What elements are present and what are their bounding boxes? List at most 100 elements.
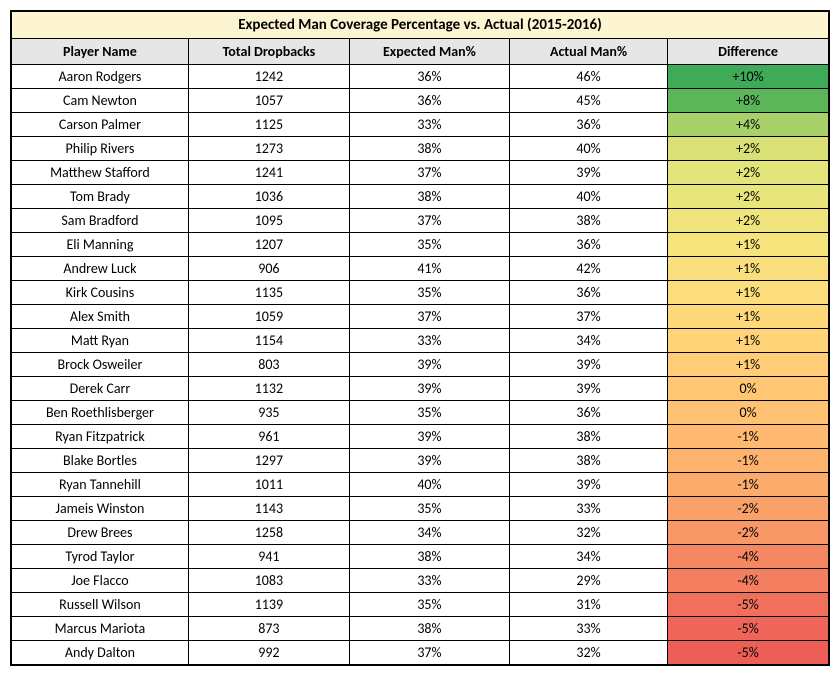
cell-dropbacks: 941 xyxy=(188,545,349,569)
coverage-table: Expected Man Coverage Percentage vs. Act… xyxy=(10,10,830,666)
header-row: Player Name Total Dropbacks Expected Man… xyxy=(11,39,829,65)
cell-expected: 36% xyxy=(349,65,509,89)
cell-difference: +8% xyxy=(668,89,829,113)
cell-actual: 29% xyxy=(509,569,667,593)
table-row: Cam Newton105736%45%+8% xyxy=(11,89,829,113)
cell-player: Sam Bradford xyxy=(11,209,188,233)
cell-actual: 39% xyxy=(509,353,667,377)
cell-expected: 37% xyxy=(349,641,509,666)
cell-difference: 0% xyxy=(668,401,829,425)
cell-dropbacks: 1059 xyxy=(188,305,349,329)
col-header-player: Player Name xyxy=(11,39,188,65)
cell-difference: +1% xyxy=(668,233,829,257)
cell-dropbacks: 1132 xyxy=(188,377,349,401)
cell-player: Eli Manning xyxy=(11,233,188,257)
table-row: Alex Smith105937%37%+1% xyxy=(11,305,829,329)
cell-player: Tom Brady xyxy=(11,185,188,209)
cell-expected: 40% xyxy=(349,473,509,497)
cell-dropbacks: 1125 xyxy=(188,113,349,137)
table-row: Russell Wilson113935%31%-5% xyxy=(11,593,829,617)
cell-actual: 39% xyxy=(509,473,667,497)
title-row: Expected Man Coverage Percentage vs. Act… xyxy=(11,11,829,39)
cell-dropbacks: 1083 xyxy=(188,569,349,593)
col-header-dropbacks: Total Dropbacks xyxy=(188,39,349,65)
cell-player: Andrew Luck xyxy=(11,257,188,281)
table-row: Tyrod Taylor94138%34%-4% xyxy=(11,545,829,569)
table-row: Joe Flacco108333%29%-4% xyxy=(11,569,829,593)
cell-player: Brock Osweiler xyxy=(11,353,188,377)
cell-expected: 38% xyxy=(349,137,509,161)
cell-expected: 37% xyxy=(349,209,509,233)
cell-dropbacks: 961 xyxy=(188,425,349,449)
table-row: Sam Bradford109537%38%+2% xyxy=(11,209,829,233)
cell-difference: -5% xyxy=(668,593,829,617)
cell-difference: +1% xyxy=(668,353,829,377)
cell-dropbacks: 935 xyxy=(188,401,349,425)
cell-difference: +10% xyxy=(668,65,829,89)
cell-expected: 39% xyxy=(349,425,509,449)
cell-player: Drew Brees xyxy=(11,521,188,545)
cell-dropbacks: 992 xyxy=(188,641,349,666)
cell-expected: 35% xyxy=(349,281,509,305)
table-row: Carson Palmer112533%36%+4% xyxy=(11,113,829,137)
cell-player: Aaron Rodgers xyxy=(11,65,188,89)
cell-player: Matt Ryan xyxy=(11,329,188,353)
table-row: Blake Bortles129739%38%-1% xyxy=(11,449,829,473)
cell-difference: -5% xyxy=(668,641,829,666)
cell-difference: +1% xyxy=(668,281,829,305)
cell-actual: 36% xyxy=(509,281,667,305)
table-row: Jameis Winston114335%33%-2% xyxy=(11,497,829,521)
table-row: Andy Dalton99237%32%-5% xyxy=(11,641,829,666)
cell-player: Jameis Winston xyxy=(11,497,188,521)
cell-dropbacks: 1143 xyxy=(188,497,349,521)
cell-player: Marcus Mariota xyxy=(11,617,188,641)
cell-player: Joe Flacco xyxy=(11,569,188,593)
cell-actual: 33% xyxy=(509,497,667,521)
cell-expected: 39% xyxy=(349,377,509,401)
cell-player: Russell Wilson xyxy=(11,593,188,617)
cell-expected: 35% xyxy=(349,593,509,617)
cell-difference: +4% xyxy=(668,113,829,137)
table-row: Aaron Rodgers124236%46%+10% xyxy=(11,65,829,89)
cell-actual: 33% xyxy=(509,617,667,641)
cell-difference: -1% xyxy=(668,425,829,449)
table-row: Tom Brady103638%40%+2% xyxy=(11,185,829,209)
cell-actual: 38% xyxy=(509,425,667,449)
cell-actual: 38% xyxy=(509,209,667,233)
cell-difference: +1% xyxy=(668,257,829,281)
cell-dropbacks: 1135 xyxy=(188,281,349,305)
cell-player: Carson Palmer xyxy=(11,113,188,137)
table-row: Kirk Cousins113535%36%+1% xyxy=(11,281,829,305)
cell-actual: 31% xyxy=(509,593,667,617)
cell-difference: 0% xyxy=(668,377,829,401)
cell-expected: 35% xyxy=(349,233,509,257)
cell-expected: 39% xyxy=(349,353,509,377)
cell-player: Kirk Cousins xyxy=(11,281,188,305)
cell-expected: 33% xyxy=(349,569,509,593)
cell-difference: +2% xyxy=(668,209,829,233)
col-header-expected: Expected Man% xyxy=(349,39,509,65)
col-header-actual: Actual Man% xyxy=(509,39,667,65)
cell-expected: 33% xyxy=(349,329,509,353)
cell-actual: 45% xyxy=(509,89,667,113)
cell-actual: 36% xyxy=(509,401,667,425)
table-row: Philip Rivers127338%40%+2% xyxy=(11,137,829,161)
cell-expected: 34% xyxy=(349,521,509,545)
cell-player: Derek Carr xyxy=(11,377,188,401)
table-row: Drew Brees125834%32%-2% xyxy=(11,521,829,545)
cell-player: Matthew Stafford xyxy=(11,161,188,185)
cell-difference: +2% xyxy=(668,161,829,185)
cell-dropbacks: 1242 xyxy=(188,65,349,89)
cell-dropbacks: 1011 xyxy=(188,473,349,497)
table-row: Matthew Stafford124137%39%+2% xyxy=(11,161,829,185)
cell-dropbacks: 803 xyxy=(188,353,349,377)
cell-dropbacks: 1139 xyxy=(188,593,349,617)
cell-dropbacks: 906 xyxy=(188,257,349,281)
cell-player: Blake Bortles xyxy=(11,449,188,473)
cell-actual: 46% xyxy=(509,65,667,89)
cell-dropbacks: 1154 xyxy=(188,329,349,353)
cell-difference: -4% xyxy=(668,569,829,593)
cell-difference: +2% xyxy=(668,185,829,209)
cell-actual: 36% xyxy=(509,233,667,257)
cell-expected: 36% xyxy=(349,89,509,113)
